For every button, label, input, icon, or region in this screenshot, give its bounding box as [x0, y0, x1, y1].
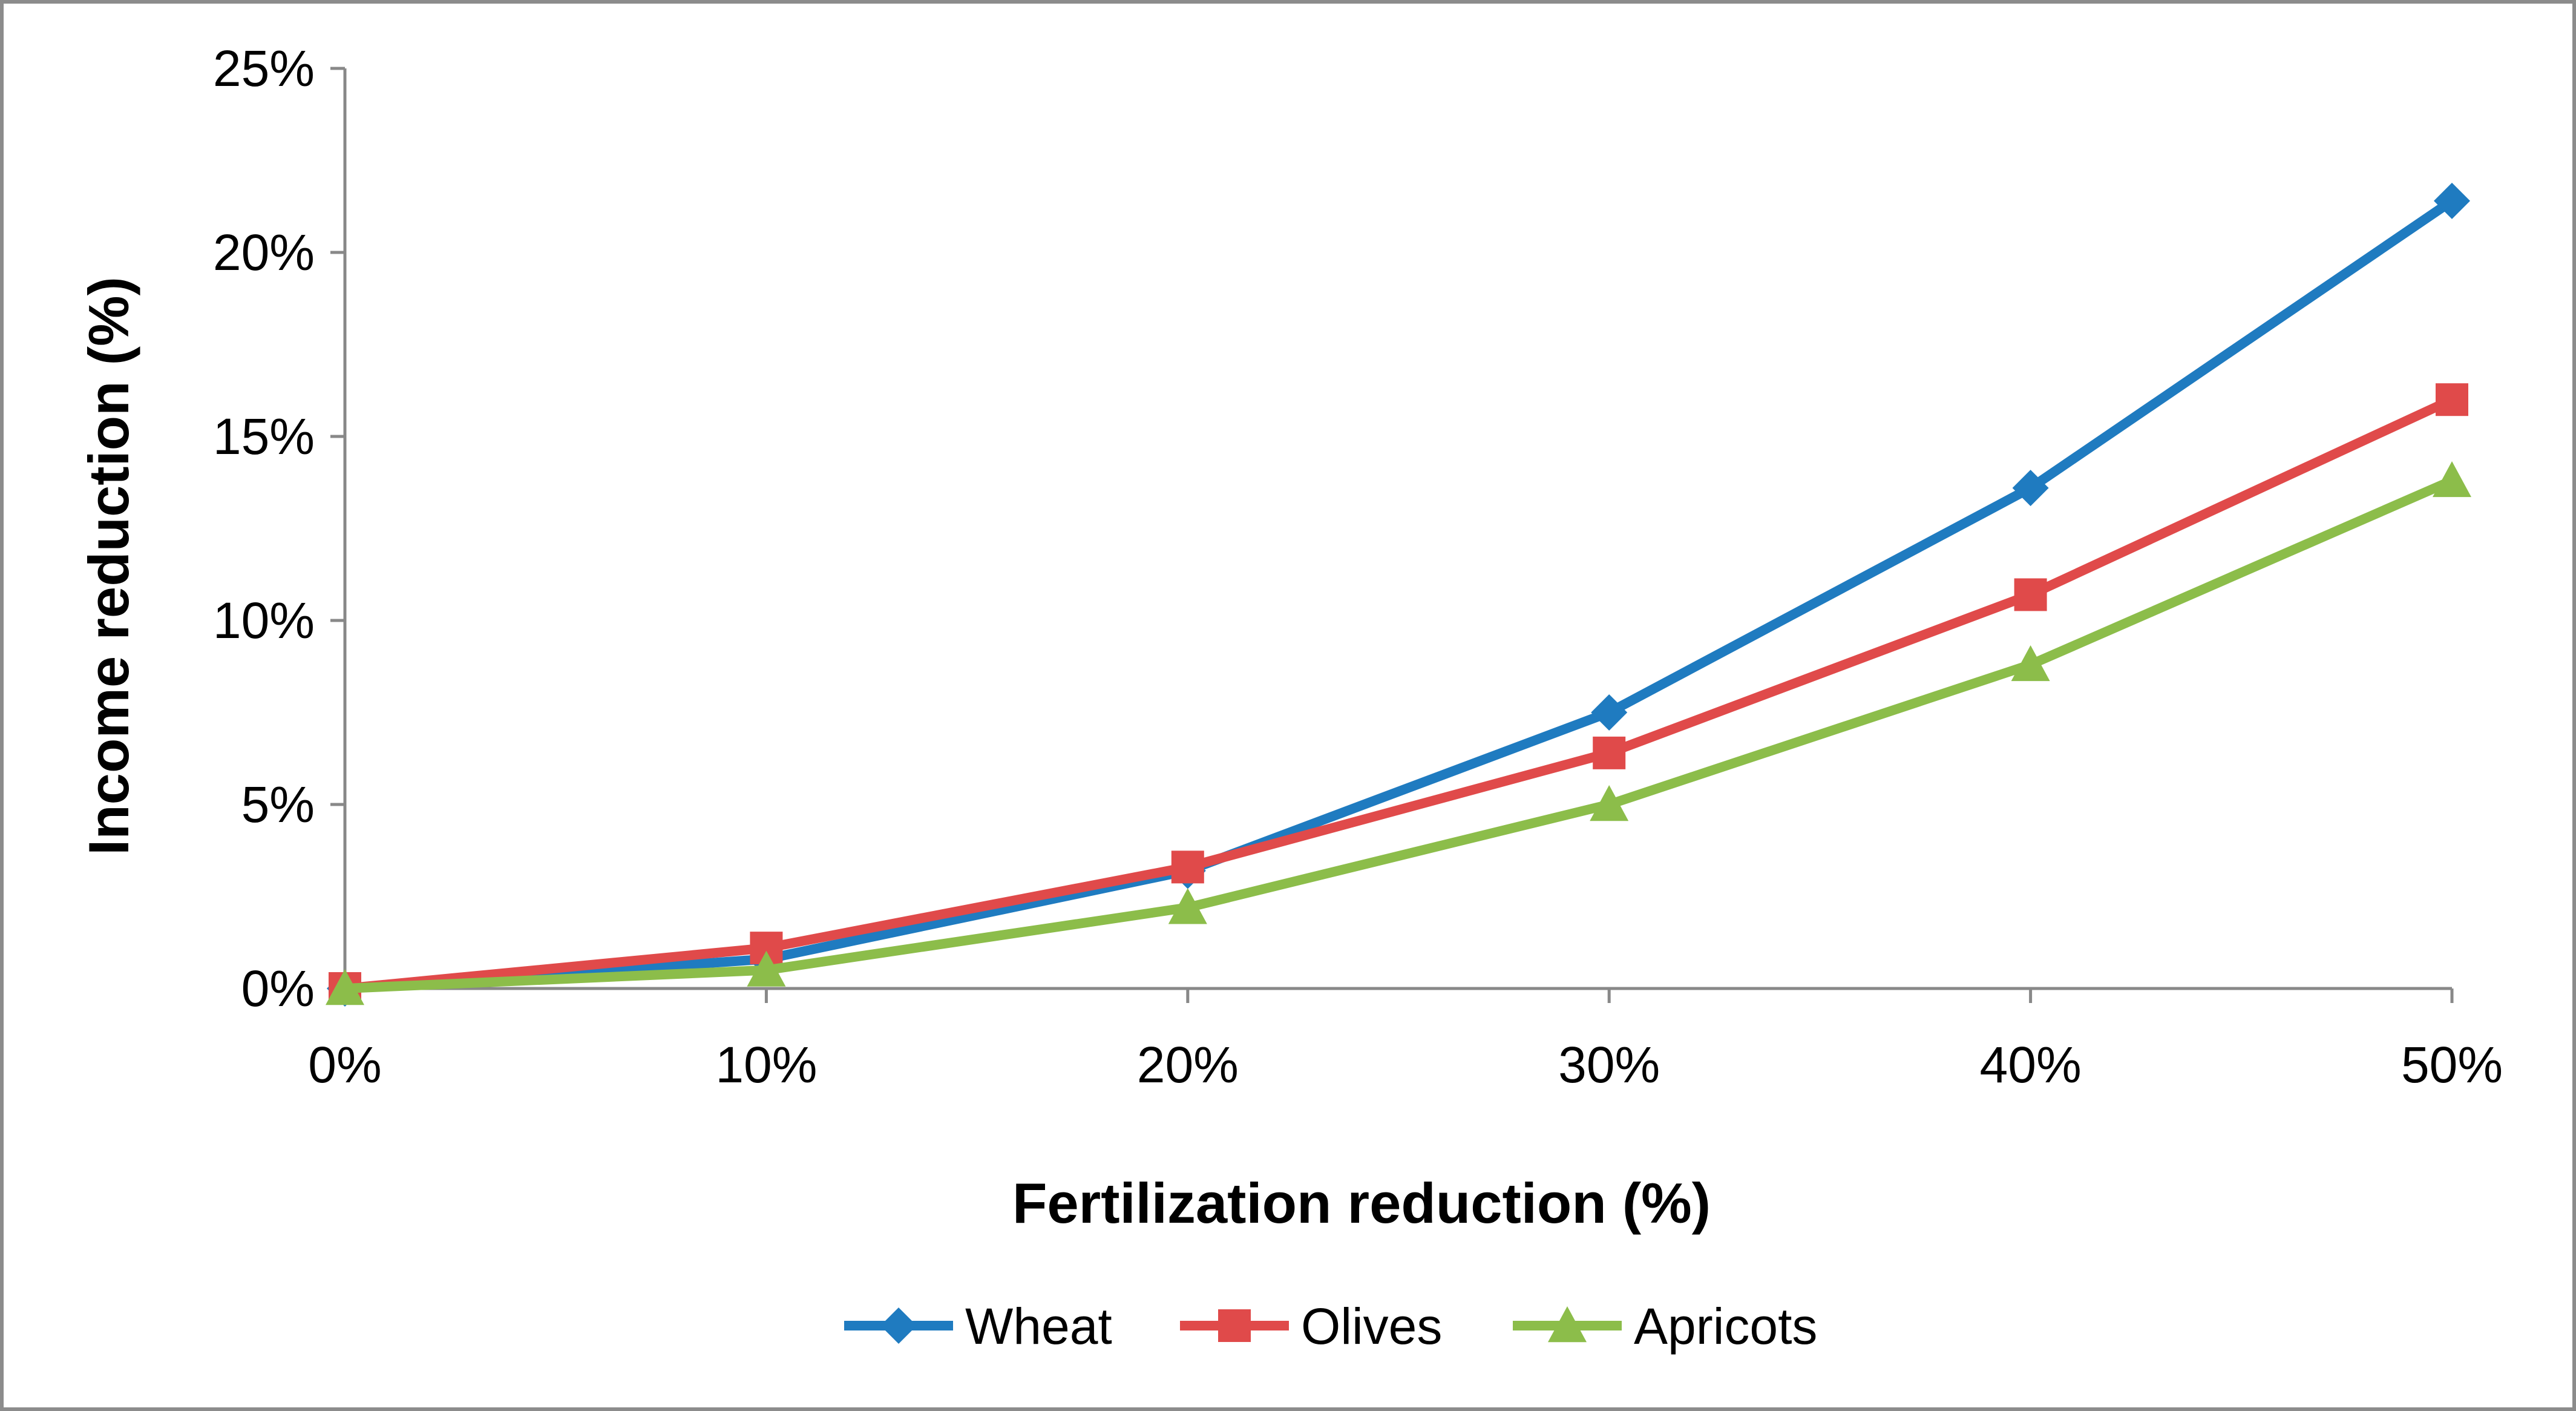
data-point-olives — [2436, 383, 2468, 416]
data-point-olives — [1171, 850, 1204, 884]
data-point-apricots — [747, 950, 786, 987]
legend: Wheat Olives Apricots — [844, 1298, 1817, 1355]
series-line-apricots — [344, 476, 2454, 993]
x-tick-label: 40% — [1980, 1036, 2082, 1093]
x-tick-label: 30% — [1558, 1036, 1660, 1093]
series-olives — [329, 383, 2468, 1005]
legend-marker-olives — [1218, 1309, 1251, 1342]
series-line-wheat — [344, 197, 2455, 993]
x-tick-label: 0% — [308, 1036, 381, 1093]
x-tick-label: 20% — [1137, 1036, 1239, 1093]
y-axis: 0% 5% 10% 15% 20% 25% — [213, 40, 347, 1017]
legend-label-wheat: Wheat — [965, 1298, 1112, 1355]
legend-marker-apricots — [1548, 1306, 1587, 1343]
legend-item-apricots: Apricots — [1513, 1298, 1817, 1355]
series-apricots — [326, 461, 2471, 1005]
legend-marker-wheat — [880, 1307, 917, 1344]
data-point-apricots — [2011, 645, 2050, 682]
data-point-apricots — [326, 969, 364, 1005]
data-point-olives — [2014, 578, 2047, 611]
legend-label-apricots: Apricots — [1634, 1298, 1817, 1355]
x-axis: 0% 10% 20% 30% 40% 50% — [308, 987, 2503, 1093]
data-point-wheat — [2012, 470, 2049, 507]
y-tick-label: 25% — [213, 40, 315, 97]
legend-item-olives: Olives — [1180, 1298, 1442, 1355]
data-point-olives — [1593, 736, 1626, 769]
series-layer — [326, 182, 2471, 1007]
y-tick-label: 10% — [213, 592, 315, 649]
y-tick-label: 20% — [213, 224, 315, 281]
y-tick-label: 15% — [213, 408, 315, 465]
series-wheat — [327, 182, 2470, 1007]
y-tick-label: 5% — [241, 776, 315, 833]
data-point-wheat — [1591, 694, 1628, 731]
data-point-wheat — [2434, 182, 2470, 219]
x-axis-title: Fertilization reduction (%) — [1012, 1171, 1711, 1235]
legend-item-wheat: Wheat — [844, 1298, 1112, 1355]
x-tick-label: 10% — [715, 1036, 817, 1093]
data-point-apricots — [1168, 888, 1207, 924]
y-axis-title: Income reduction (%) — [77, 277, 140, 855]
legend-label-olives: Olives — [1301, 1298, 1442, 1355]
y-tick-label: 0% — [241, 960, 315, 1017]
data-point-apricots — [2433, 461, 2471, 498]
series-line-olives — [344, 395, 2454, 993]
x-tick-label: 50% — [2401, 1036, 2503, 1093]
data-point-apricots — [1590, 785, 1629, 821]
